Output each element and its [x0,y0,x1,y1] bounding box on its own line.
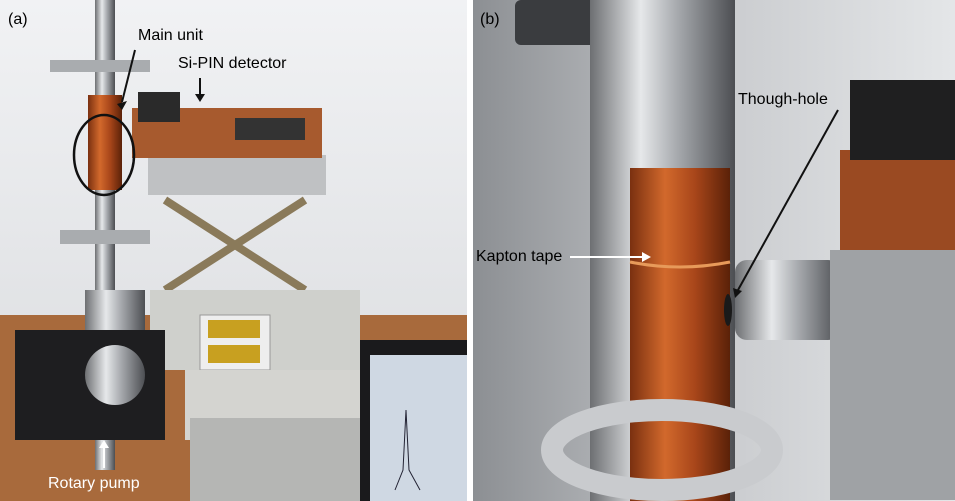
annotation: Rotary pump [48,475,140,492]
arrowhead [733,288,742,298]
panel-label: (b) [480,11,500,28]
detector-head [735,260,840,340]
panel-a: (a) Main unit Si-PIN detector Rotary pum… [0,0,467,501]
jack-scissor [162,196,308,294]
detector-stage [138,92,180,122]
through-hole [724,294,732,326]
monitor-screen [370,355,467,501]
annotation: Though-hole [738,91,828,108]
electronics-lower [190,418,360,501]
kapton-tape [630,168,730,501]
annotation: Main unit [138,27,203,44]
flange [50,60,150,72]
arrowhead [99,440,109,448]
detector-body [830,250,955,500]
bottom-clamp [541,399,783,501]
arrowhead [117,101,127,110]
connector [235,118,305,140]
main-unit-tape [88,95,122,190]
annotation: Si-PIN detector [178,55,287,72]
arrowhead [195,94,205,102]
tape-seam [629,260,731,269]
spectrum [394,409,421,491]
jack-top [148,155,326,195]
main-unit-circle [72,113,136,197]
divider [467,0,473,501]
valve [85,290,145,335]
detector-stage [850,80,955,160]
flange [60,230,150,244]
battery [208,345,260,363]
panel-label: (a) [8,11,28,28]
arrowhead [642,252,651,262]
panel-b: (b) Though-hole Kapton tape [473,0,955,501]
arrow [737,109,839,291]
pump-flange [85,345,145,405]
battery [208,320,260,338]
arrow [121,49,136,103]
annotation: Kapton tape [476,248,562,265]
